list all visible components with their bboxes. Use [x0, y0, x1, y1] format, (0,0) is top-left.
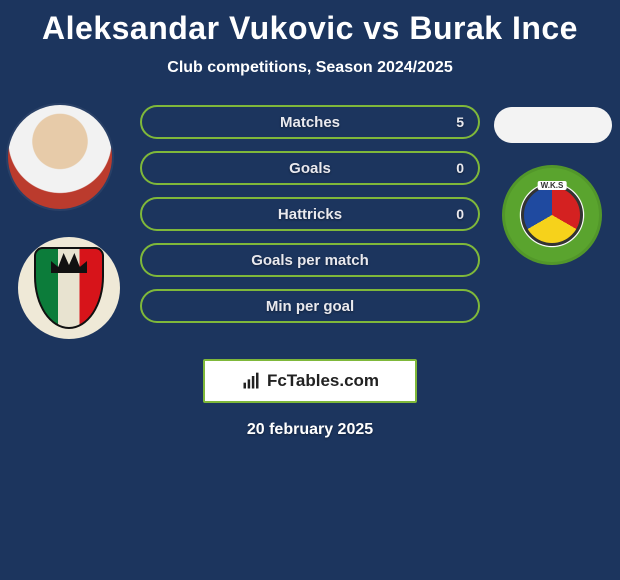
crest-banner-text: W.K.S — [538, 181, 567, 190]
stat-label: Hattricks — [278, 206, 342, 223]
brand-text: FcTables.com — [267, 371, 379, 391]
stat-label: Goals per match — [251, 252, 369, 269]
stat-row-min-per-goal: Min per goal — [140, 289, 480, 323]
stat-value: 0 — [456, 206, 464, 222]
slask-crest-icon: W.K.S — [521, 184, 583, 246]
stat-row-hattricks: Hattricks 0 — [140, 197, 480, 231]
stat-value: 5 — [456, 114, 464, 130]
stat-pills: Matches 5 Goals 0 Hattricks 0 Goals per … — [140, 105, 480, 335]
club-right-crest: W.K.S — [502, 165, 602, 265]
stat-label: Min per goal — [266, 298, 354, 315]
stat-row-matches: Matches 5 — [140, 105, 480, 139]
club-left-crest — [18, 237, 120, 339]
stat-value: 0 — [456, 160, 464, 176]
crown-icon — [51, 253, 87, 273]
stat-row-goals: Goals 0 — [140, 151, 480, 185]
player-left-avatar — [8, 105, 112, 209]
bar-chart-icon — [241, 371, 261, 391]
comparison-area: W.K.S Matches 5 Goals 0 Hattricks 0 Goal… — [0, 105, 620, 345]
page-title: Aleksandar Vukovic vs Burak Ince — [0, 0, 620, 47]
stat-label: Matches — [280, 114, 340, 131]
player-right-avatar — [494, 107, 612, 143]
brand-box[interactable]: FcTables.com — [203, 359, 417, 403]
stat-label: Goals — [289, 160, 331, 177]
korona-shield-icon — [34, 247, 104, 329]
stat-row-goals-per-match: Goals per match — [140, 243, 480, 277]
subtitle: Club competitions, Season 2024/2025 — [0, 59, 620, 77]
date-text: 20 february 2025 — [0, 421, 620, 439]
